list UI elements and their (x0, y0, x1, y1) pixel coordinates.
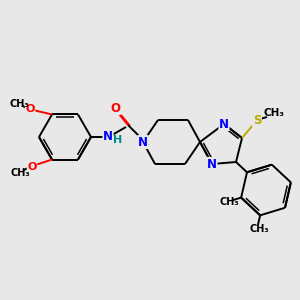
Text: O: O (27, 161, 37, 172)
Text: CH₃: CH₃ (220, 197, 240, 207)
Text: CH₃: CH₃ (10, 167, 30, 178)
Text: N: N (219, 118, 229, 130)
Text: S: S (253, 113, 261, 127)
Text: N: N (103, 130, 113, 143)
Text: N: N (207, 158, 217, 170)
Text: CH₃: CH₃ (9, 100, 29, 110)
Text: CH₃: CH₃ (249, 224, 269, 234)
Text: O: O (25, 104, 35, 115)
Text: O: O (110, 101, 120, 115)
Text: N: N (138, 136, 148, 148)
Text: CH₃: CH₃ (263, 108, 284, 118)
Text: H: H (113, 135, 122, 145)
